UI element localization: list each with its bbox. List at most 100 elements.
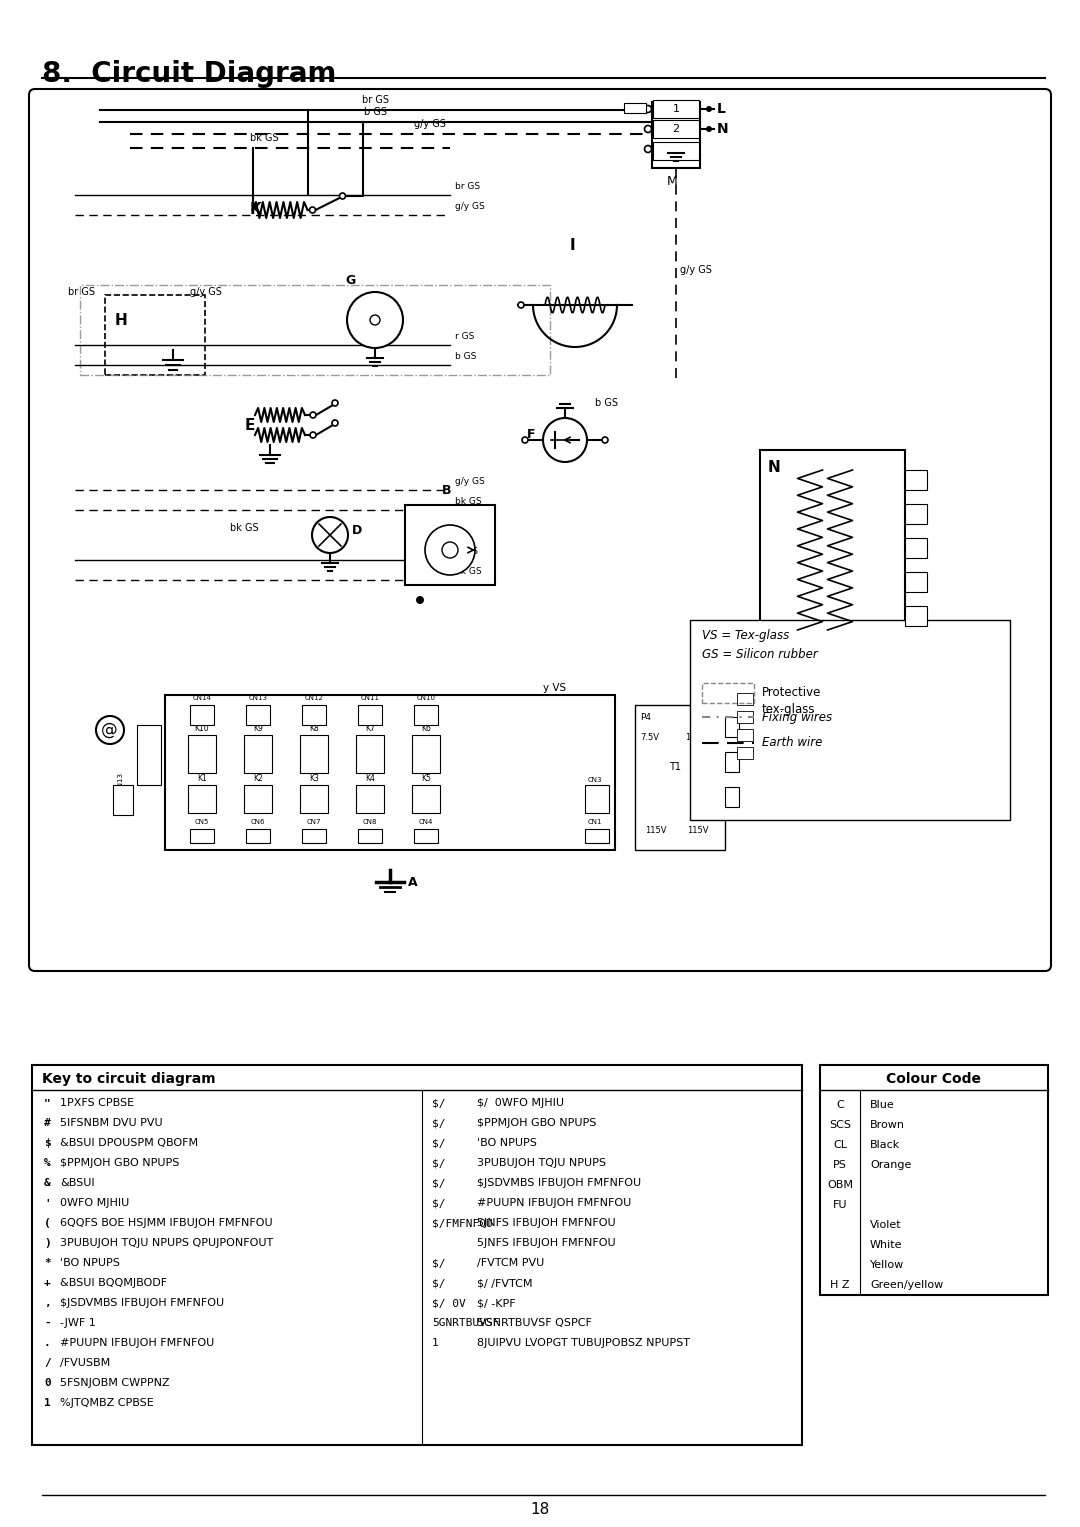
Bar (725, 786, 739, 806)
Circle shape (332, 420, 338, 426)
Text: 8.  Circuit Diagram: 8. Circuit Diagram (42, 60, 336, 89)
Text: #PUUPN IFBUJOH FMFNFOU: #PUUPN IFBUJOH FMFNFOU (60, 1338, 214, 1348)
Text: $/: $/ (432, 1177, 446, 1188)
Text: bk GS: bk GS (249, 133, 279, 144)
FancyBboxPatch shape (29, 89, 1051, 971)
Text: %JTQMBZ CPBSE: %JTQMBZ CPBSE (60, 1399, 153, 1408)
Text: $/ 0V: $/ 0V (432, 1298, 465, 1309)
Text: 1: 1 (44, 1399, 51, 1408)
Text: @: @ (100, 721, 118, 739)
Bar (905, 573, 927, 592)
Text: OBM: OBM (827, 1180, 853, 1190)
Bar (585, 785, 609, 812)
Text: ): ) (44, 1238, 51, 1248)
Bar (356, 734, 384, 773)
Text: White: White (870, 1240, 903, 1251)
Circle shape (442, 542, 458, 557)
Bar (405, 505, 495, 585)
Text: bk GS: bk GS (455, 496, 482, 505)
Text: P4: P4 (640, 713, 651, 722)
Text: Violet: Violet (870, 1220, 902, 1231)
Bar (905, 470, 927, 490)
Circle shape (347, 292, 403, 348)
Text: Green/yellow: Green/yellow (870, 1280, 943, 1290)
Bar (32, 1064, 802, 1445)
Text: br GS: br GS (68, 287, 95, 296)
Circle shape (310, 432, 316, 438)
Text: $/ -KPF: $/ -KPF (477, 1298, 515, 1309)
Circle shape (416, 596, 424, 605)
Text: Earth wire: Earth wire (762, 736, 822, 750)
Text: $/ /FVTCM: $/ /FVTCM (477, 1278, 532, 1287)
Bar (905, 606, 927, 626)
Bar (635, 705, 725, 851)
Bar (653, 142, 699, 160)
Text: y VS: y VS (543, 683, 567, 693)
Text: w GS: w GS (455, 547, 478, 556)
Text: 3PUBUJOH TQJU NPUPS: 3PUBUJOH TQJU NPUPS (477, 1157, 606, 1168)
Text: CN16: CN16 (140, 727, 146, 747)
Bar (411, 785, 440, 812)
Text: b GS: b GS (455, 353, 476, 360)
Bar (105, 295, 205, 376)
Text: .: . (44, 1338, 51, 1348)
Circle shape (602, 437, 608, 443)
Text: K5: K5 (421, 774, 431, 783)
Text: Black: Black (870, 1141, 901, 1150)
Circle shape (426, 525, 475, 576)
Text: P1: P1 (727, 796, 737, 805)
Text: CN8: CN8 (363, 818, 377, 825)
Text: K3: K3 (309, 774, 319, 783)
Text: L: L (717, 102, 726, 116)
Text: Yellow: Yellow (870, 1260, 904, 1270)
Text: CN6: CN6 (251, 818, 266, 825)
Text: Orange: Orange (870, 1161, 912, 1170)
Text: K6: K6 (421, 724, 431, 733)
Text: CN11: CN11 (361, 695, 379, 701)
Bar (725, 751, 739, 773)
Text: Blue: Blue (870, 1099, 894, 1110)
Bar (302, 705, 326, 725)
Text: &BSUI DPOUSPM QBOFM: &BSUI DPOUSPM QBOFM (60, 1138, 198, 1148)
Bar (411, 734, 440, 773)
Bar (246, 705, 270, 725)
Text: SCS: SCS (829, 1119, 851, 1130)
Text: $JSDVMBS IFBUJOH FMFNFOU: $JSDVMBS IFBUJOH FMFNFOU (477, 1177, 642, 1188)
Text: 'BO NPUPS: 'BO NPUPS (477, 1138, 537, 1148)
Text: -: - (44, 1318, 51, 1328)
Text: b GS: b GS (365, 107, 388, 118)
Text: 5GNRTBUVSF: 5GNRTBUVSF (432, 1318, 499, 1328)
Bar (188, 785, 216, 812)
Text: 2: 2 (673, 124, 679, 134)
Bar (760, 450, 905, 651)
Bar (190, 829, 214, 843)
Circle shape (518, 302, 524, 308)
Text: PS: PS (833, 1161, 847, 1170)
Text: D: D (352, 524, 362, 536)
Bar (725, 718, 739, 738)
Text: 5JNFS IFBUJOH FMFNFOU: 5JNFS IFBUJOH FMFNFOU (477, 1219, 616, 1228)
Circle shape (645, 145, 651, 153)
Text: Brown: Brown (870, 1119, 905, 1130)
Circle shape (645, 125, 651, 133)
Bar (414, 705, 438, 725)
Text: 115V: 115V (687, 826, 708, 835)
Bar (188, 734, 216, 773)
Text: CN14: CN14 (192, 695, 212, 701)
Text: tex-glass: tex-glass (762, 702, 815, 716)
Text: bk GS: bk GS (230, 524, 258, 533)
Circle shape (310, 208, 315, 212)
Bar (80, 286, 550, 376)
Text: br GS: br GS (455, 182, 481, 191)
Text: CN1: CN1 (588, 818, 603, 825)
Bar (357, 705, 382, 725)
Bar (702, 683, 754, 702)
Text: $/: $/ (432, 1138, 446, 1148)
Bar (737, 712, 753, 722)
Text: $/  0WFO MJHIU: $/ 0WFO MJHIU (477, 1098, 564, 1109)
Text: P2: P2 (727, 760, 737, 770)
Text: 18: 18 (530, 1503, 550, 1518)
Bar (737, 747, 753, 759)
Text: A: A (408, 875, 418, 889)
Text: CN4: CN4 (419, 818, 433, 825)
